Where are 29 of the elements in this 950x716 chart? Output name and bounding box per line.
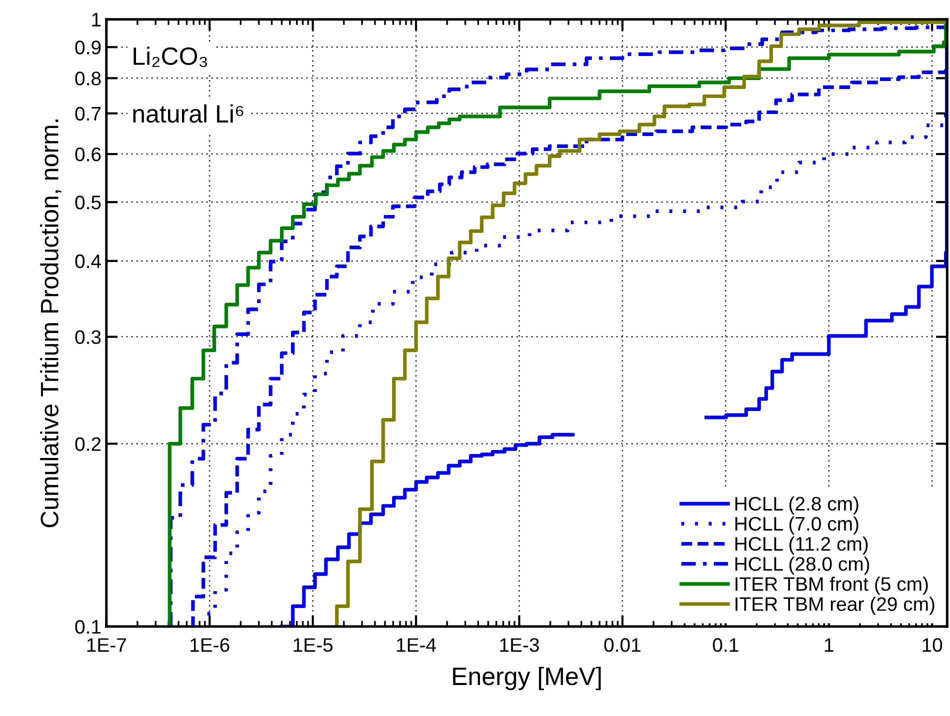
y-tick-label: 0.2	[75, 437, 101, 451]
x-tick-label: 1E-6	[190, 638, 230, 652]
x-axis-title: Energy [MeV]	[453, 666, 601, 690]
y-tick-label: 0.7	[75, 106, 101, 121]
legend-label: HCLL (28.0 cm)	[735, 556, 870, 575]
y-tick-label: 0.1	[75, 620, 101, 634]
y-tick-label: 0.3	[75, 330, 101, 344]
x-tick-label: 1	[824, 638, 834, 652]
annotation: Li₂CO₃	[134, 46, 208, 68]
legend-label: ITER TBM front (5 cm)	[736, 576, 928, 595]
legend-label: HCLL (2.8 cm)	[735, 496, 858, 514]
y-tick-label: 1	[92, 13, 101, 26]
x-tick-label: 1E-5	[294, 638, 333, 652]
x-tick-label: 0.1	[712, 638, 738, 652]
x-tick-label: 0.01	[604, 638, 640, 652]
legend-label: ITER TBM rear (29 cm)	[736, 596, 934, 615]
y-tick-label: 0.4	[75, 254, 101, 268]
annotation: natural Li⁶	[133, 104, 244, 123]
x-tick-label: 1E-3	[500, 638, 539, 652]
x-tick-label: 10	[922, 638, 942, 652]
legend-label: HCLL (11.2 cm)	[735, 536, 868, 555]
y-tick-label: 0.6	[75, 148, 101, 162]
y-tick-label: 0.8	[75, 72, 101, 86]
y-tick-label: 0.9	[75, 40, 101, 54]
y-tick-label: 0.5	[75, 196, 101, 210]
x-tick-label: 1E-4	[396, 638, 436, 652]
y-axis-title: Cumulative Tritium Production, norm.	[40, 120, 62, 528]
legend-label: HCLL (7.0 cm)	[735, 516, 858, 535]
x-tick-label: 1E-7	[87, 638, 126, 652]
